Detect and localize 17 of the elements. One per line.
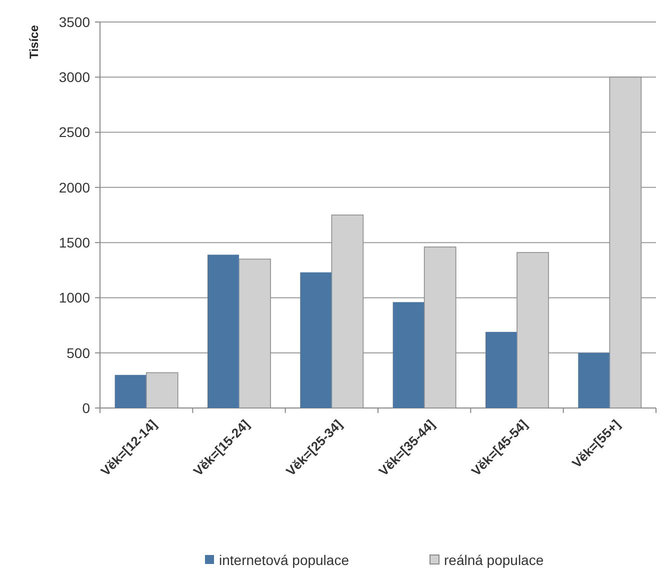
legend-label: internetová populace xyxy=(219,552,350,568)
y-tick-label: 3500 xyxy=(58,14,90,30)
bar xyxy=(300,272,332,408)
bar xyxy=(114,374,146,408)
y-tick-label: 1000 xyxy=(58,290,90,306)
y-axis-title: Tisíce xyxy=(27,24,41,59)
y-tick-label: 2000 xyxy=(58,179,90,196)
legend-label: reálná populace xyxy=(444,552,544,568)
y-tick-label: 1500 xyxy=(58,234,90,250)
bar xyxy=(485,332,517,408)
y-tick-label: 3000 xyxy=(58,69,90,86)
bar xyxy=(578,352,610,408)
y-tick-label: 0 xyxy=(82,400,90,416)
bar xyxy=(392,302,424,408)
y-tick-label: 500 xyxy=(66,344,90,361)
y-tick-label: 2500 xyxy=(58,124,90,140)
bar xyxy=(207,254,239,408)
